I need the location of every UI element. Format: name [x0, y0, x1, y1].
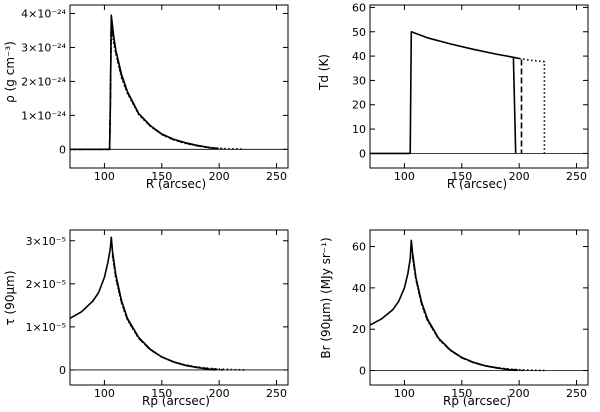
temperature-panel: R (arcsec) Td (K) 100 150 200 250 0 10 20 30 40 5… — [317, 1, 589, 191]
density-x-tick-label: 100 — [94, 170, 115, 183]
temperature-x-tick-label: 150 — [451, 170, 472, 183]
density-y-axis-label: ρ (g cm⁻³) — [3, 41, 17, 103]
optical-depth-y-axis-label: τ (90μm) — [3, 271, 17, 326]
optical-depth-x-axis-label: Rp (arcsec) — [142, 394, 210, 408]
density-x-tick-label: 150 — [151, 170, 172, 183]
brightness-y-tick-label: 60 — [352, 241, 366, 254]
optical-depth-series-model-2 — [111, 253, 223, 371]
optical-depth-x-tick-label: 200 — [209, 387, 230, 400]
temperature-series-model-3 — [519, 57, 546, 154]
temperature-plot-frame — [369, 4, 589, 169]
optical-depth-y-tick-label: 0 — [59, 364, 66, 377]
brightness-y-tick-label: 40 — [352, 282, 366, 295]
optical-depth-y-tick-label: 1×10⁻⁵ — [26, 321, 66, 334]
optical-depth-x-tick-label: 150 — [151, 387, 172, 400]
brightness-y-tick-label: 20 — [352, 323, 366, 336]
brightness-plot-frame — [369, 229, 589, 386]
optical-depth-y-tick-label: 2×10⁻⁵ — [26, 278, 66, 291]
density-series-model-2 — [70, 19, 223, 151]
density-x-tick-label: 250 — [266, 170, 287, 183]
density-series-model-3 — [70, 22, 245, 151]
density-panel: R (arcsec) ρ (g cm⁻³) 100 150 200 250 0 1×10⁻… — [3, 4, 289, 191]
density-plot-frame — [69, 4, 289, 169]
temperature-series-model-1 — [370, 31, 517, 155]
temperature-x-tick-label: 100 — [394, 170, 415, 183]
optical-depth-plot-frame — [69, 229, 289, 386]
brightness-panel: Rp (arcsec) Br (90μm) (MJy sr⁻¹) 100 150 2… — [319, 229, 589, 408]
brightness-y-axis-label: Br (90μm) (MJy sr⁻¹) — [319, 237, 333, 358]
optical-depth-series-model-3 — [111, 255, 245, 371]
density-y-tick-label: 4×10⁻²⁴ — [21, 7, 66, 20]
brightness-x-tick-label: 150 — [451, 387, 472, 400]
brightness-x-tick-label: 250 — [566, 387, 587, 400]
temperature-y-axis-label: Td (K) — [317, 54, 331, 91]
temperature-y-tick-label: 30 — [352, 74, 366, 87]
density-y-tick-label: 0 — [59, 143, 66, 156]
brightness-x-tick-label: 100 — [394, 387, 415, 400]
optical-depth-panel: Rp (arcsec) τ (90μm) 100 150 200 250 0 1×10⁻⁵… — [3, 229, 289, 408]
optical-depth-x-tick-label: 100 — [94, 387, 115, 400]
optical-depth-x-tick-label: 250 — [266, 387, 287, 400]
temperature-x-tick-label: 250 — [566, 170, 587, 183]
density-x-axis-label: R (arcsec) — [146, 177, 206, 191]
temperature-y-tick-label: 20 — [352, 99, 366, 112]
density-y-tick-label: 3×10⁻²⁴ — [21, 41, 66, 54]
brightness-series-model-1 — [369, 239, 516, 372]
temperature-series-model-2 — [513, 56, 523, 154]
temperature-x-tick-label: 200 — [509, 170, 530, 183]
brightness-x-tick-label: 200 — [509, 387, 530, 400]
temperature-y-tick-label: 50 — [352, 26, 366, 39]
brightness-y-tick-label: 0 — [359, 365, 366, 378]
temperature-y-tick-label: 10 — [352, 123, 366, 136]
temperature-x-axis-label: R (arcsec) — [447, 177, 507, 191]
optical-depth-y-tick-label: 3×10⁻⁵ — [26, 235, 66, 248]
density-x-tick-label: 200 — [209, 170, 230, 183]
brightness-series-model-2 — [411, 254, 523, 372]
temperature-y-tick-label: 0 — [359, 147, 366, 160]
density-series-model-1 — [70, 14, 216, 151]
optical-depth-series-model-1 — [69, 236, 216, 371]
temperature-y-tick-label: 40 — [352, 50, 366, 63]
brightness-series-model-3 — [411, 256, 545, 372]
density-y-tick-label: 1×10⁻²⁴ — [21, 109, 66, 122]
density-y-tick-label: 2×10⁻²⁴ — [21, 75, 66, 88]
brightness-x-axis-label: Rp (arcsec) — [443, 394, 511, 408]
temperature-y-tick-label: 60 — [352, 1, 366, 14]
